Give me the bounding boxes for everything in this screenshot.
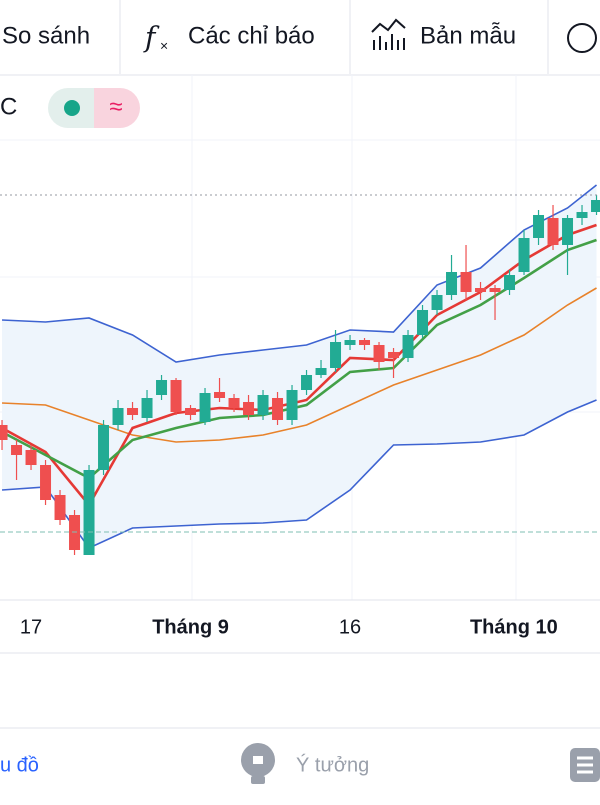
candle-body [417, 310, 429, 335]
candle-body [446, 272, 458, 295]
symbol: C [0, 93, 17, 120]
candle-body [83, 470, 95, 555]
templates-button[interactable]: Bản mẫu [420, 22, 516, 49]
candle-body [214, 392, 226, 398]
candle-body [475, 288, 487, 292]
candle-body [112, 408, 124, 425]
candle-body [562, 218, 574, 245]
candle-body [54, 495, 66, 520]
x-tick-label: Tháng 10 [470, 616, 558, 638]
overlay-line [1, 184, 598, 363]
candle-body [301, 375, 313, 390]
candle-body [330, 342, 342, 368]
candle-body [373, 345, 385, 362]
x-tick-label: 17 [20, 616, 42, 638]
svg-text:≈: ≈ [109, 93, 122, 120]
candle-body [25, 450, 37, 465]
candle-body [402, 335, 414, 358]
candle-body [141, 398, 153, 418]
candle-body [504, 275, 516, 290]
candle-body [40, 465, 52, 500]
candle-body [591, 200, 600, 212]
candle-body [460, 272, 472, 292]
candle-body [228, 398, 240, 408]
candle-body [199, 393, 211, 422]
candle-body [98, 425, 110, 470]
indicators-button[interactable]: Các chỉ báo [188, 22, 315, 49]
nav-chart[interactable]: u đồ [0, 754, 39, 776]
candle-body [185, 408, 197, 415]
alert-icon[interactable] [567, 23, 597, 53]
candle-body [170, 380, 182, 412]
templates-icon [371, 18, 406, 50]
candle-body [257, 395, 269, 415]
candle-body [286, 390, 298, 420]
candle-body [11, 445, 23, 455]
x-tick-label: 16 [339, 616, 361, 638]
x-tick-label: Tháng 9 [152, 616, 229, 638]
candle-body [156, 380, 168, 395]
candle-body [533, 215, 545, 238]
candle-body [344, 340, 356, 345]
overlay-line [1, 399, 597, 550]
candle-body [576, 212, 588, 218]
compare-button[interactable]: So sánh [2, 22, 90, 49]
candle-body [489, 288, 501, 292]
nav-ideas[interactable]: Ý tưởng [296, 753, 369, 776]
candle-body [388, 352, 400, 358]
fx-icon-x: × [160, 38, 168, 54]
candle-body [547, 218, 559, 245]
candle-body [315, 368, 327, 375]
status-pill[interactable]: ≈ [48, 88, 140, 128]
x-axis: 17 Tháng 9 16 Tháng 10 [20, 616, 558, 638]
idea-icon [241, 743, 275, 784]
candle-body [127, 408, 139, 415]
candle-body [243, 402, 255, 415]
band-fill [2, 185, 597, 548]
candle-body [272, 398, 284, 420]
candle-body [0, 425, 8, 440]
candle-body [431, 295, 443, 310]
candle-body [359, 340, 371, 345]
toolbar: So sánh f × Các chỉ báo Bản mẫu [0, 0, 600, 76]
candle-body [518, 238, 530, 272]
